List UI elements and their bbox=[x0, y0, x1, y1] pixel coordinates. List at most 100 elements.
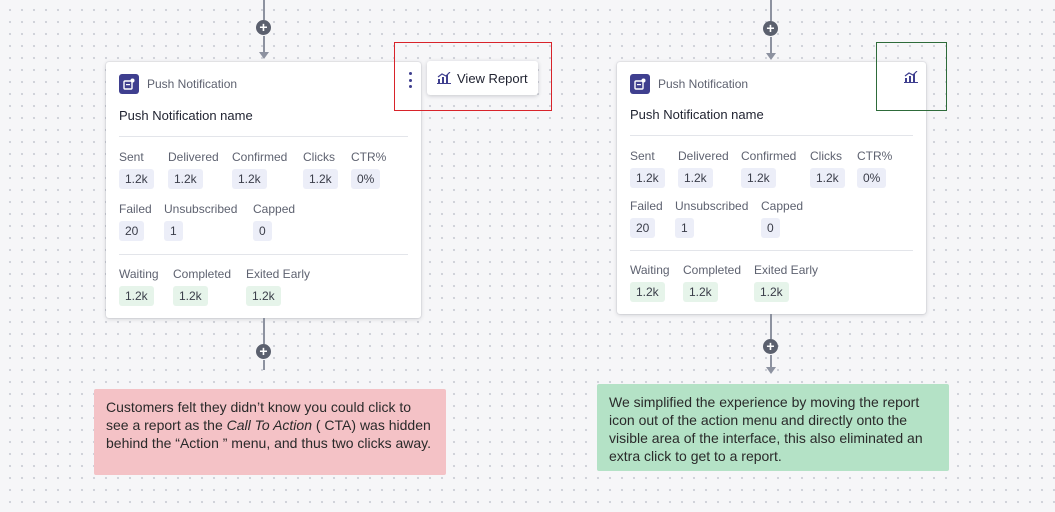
stat-waiting: Waiting 1.2k bbox=[119, 267, 159, 306]
stat-clicks: Clicks 1.2k bbox=[303, 150, 338, 189]
stat-completed: Completed 1.2k bbox=[173, 267, 231, 306]
stat-value: 1.2k bbox=[168, 169, 203, 189]
stat-label: Failed bbox=[119, 202, 152, 216]
chart-icon bbox=[437, 72, 451, 84]
solution-callout: We simplified the experience by moving t… bbox=[597, 384, 949, 471]
divider bbox=[630, 135, 913, 136]
stat-failed: Failed 20 bbox=[119, 202, 152, 241]
stat-value: 1.2k bbox=[246, 286, 281, 306]
stat-value: 1.2k bbox=[303, 169, 338, 189]
connector-line bbox=[263, 318, 265, 344]
dot bbox=[408, 78, 412, 82]
callout-text: We simplified the experience by moving t… bbox=[609, 394, 923, 464]
arrow-down-icon bbox=[766, 53, 776, 60]
stat-delivered: Delivered 1.2k bbox=[168, 150, 219, 189]
stat-label: Sent bbox=[630, 149, 655, 163]
card-type-label: Push Notification bbox=[658, 77, 749, 91]
arrow-down-icon bbox=[766, 367, 776, 374]
push-notification-card[interactable]: Push Notification Push Notification name… bbox=[106, 62, 421, 318]
stat-label: Completed bbox=[683, 263, 742, 277]
stat-value: 1.2k bbox=[630, 168, 665, 188]
add-step-button[interactable]: + bbox=[256, 20, 271, 35]
stat-capped: Capped 0 bbox=[761, 199, 803, 238]
stat-value: 1.2k bbox=[119, 286, 154, 306]
stat-value: 0 bbox=[253, 221, 272, 241]
connector-line bbox=[263, 36, 265, 52]
divider bbox=[630, 250, 913, 251]
card-header: Push Notification bbox=[119, 74, 237, 94]
stat-label: Clicks bbox=[810, 149, 842, 163]
stat-value: 0% bbox=[351, 169, 381, 189]
stat-label: Clicks bbox=[303, 150, 335, 164]
add-step-button[interactable]: + bbox=[763, 21, 778, 36]
stat-ctr: CTR% 0% bbox=[351, 150, 386, 189]
stat-label: Waiting bbox=[630, 263, 670, 277]
stat-label: CTR% bbox=[857, 149, 893, 163]
stat-value: 1.2k bbox=[754, 282, 789, 302]
report-icon-button[interactable] bbox=[904, 70, 918, 88]
problem-callout: Customers felt they didn’t know you coul… bbox=[94, 389, 446, 475]
dot bbox=[408, 85, 412, 88]
push-notification-card[interactable]: Push Notification Push Notification name… bbox=[617, 62, 926, 314]
divider bbox=[119, 254, 408, 255]
card-title: Push Notification name bbox=[630, 107, 764, 122]
stat-value: 1.2k bbox=[683, 282, 718, 302]
stat-value: 1.2k bbox=[678, 168, 713, 188]
callout-text-part: Customers felt they didn’t know you coul… bbox=[106, 399, 412, 433]
action-menu-button[interactable] bbox=[405, 70, 415, 90]
connector-line bbox=[770, 314, 772, 339]
stat-label: Confirmed bbox=[741, 149, 797, 163]
stat-label: Sent bbox=[119, 150, 144, 164]
connector-line bbox=[263, 360, 265, 370]
connector-line bbox=[263, 0, 265, 20]
add-step-button[interactable]: + bbox=[763, 339, 778, 354]
stat-exited-early: Exited Early 1.2k bbox=[246, 267, 310, 306]
stat-failed: Failed 20 bbox=[630, 199, 663, 238]
stat-label: Delivered bbox=[168, 150, 219, 164]
highlight-box-green bbox=[876, 42, 947, 111]
stat-label: Waiting bbox=[119, 267, 159, 281]
stat-ctr: CTR% 0% bbox=[857, 149, 892, 188]
stat-label: Exited Early bbox=[246, 267, 311, 281]
stat-label: Delivered bbox=[678, 149, 729, 163]
stat-sent: Sent 1.2k bbox=[630, 149, 665, 188]
view-report-button[interactable]: View Report bbox=[427, 61, 538, 95]
divider bbox=[119, 136, 408, 137]
connector-line bbox=[770, 0, 772, 21]
stat-clicks: Clicks 1.2k bbox=[810, 149, 845, 188]
stat-label: Completed bbox=[173, 267, 232, 281]
callout-italic-text: Call To Action bbox=[226, 417, 312, 433]
stat-label: Failed bbox=[630, 199, 663, 213]
highlight-box-red bbox=[394, 42, 552, 111]
card-title: Push Notification name bbox=[119, 108, 253, 123]
stat-capped: Capped 0 bbox=[253, 202, 295, 241]
card-header: Push Notification bbox=[630, 74, 748, 94]
stat-label: Confirmed bbox=[232, 150, 288, 164]
stat-value: 0 bbox=[761, 218, 780, 238]
stat-label: Capped bbox=[253, 202, 296, 216]
add-step-button[interactable]: + bbox=[256, 344, 271, 359]
stat-label: Exited Early bbox=[754, 263, 819, 277]
stat-exited-early: Exited Early 1.2k bbox=[754, 263, 818, 302]
view-report-label: View Report bbox=[457, 70, 528, 86]
connector-line bbox=[770, 37, 772, 53]
arrow-down-icon bbox=[259, 52, 269, 59]
stat-value: 1.2k bbox=[173, 286, 208, 306]
push-notification-icon bbox=[630, 74, 650, 94]
connector-line bbox=[770, 355, 772, 367]
chart-icon bbox=[904, 70, 918, 83]
stat-value: 1.2k bbox=[630, 282, 665, 302]
card-type-label: Push Notification bbox=[147, 77, 238, 91]
stat-value: 1 bbox=[164, 221, 183, 241]
stat-label: Unsubscribed bbox=[164, 202, 238, 216]
callout-text-part: ( CTA) was hidden behind the “Action ” m… bbox=[106, 417, 432, 451]
dot bbox=[408, 72, 412, 75]
stat-label: CTR% bbox=[351, 150, 387, 164]
stat-waiting: Waiting 1.2k bbox=[630, 263, 670, 302]
push-notification-icon bbox=[119, 74, 139, 94]
stat-confirmed: Confirmed 1.2k bbox=[232, 150, 287, 189]
stat-unsubscribed: Unsubscribed 1 bbox=[675, 199, 748, 238]
stat-value: 0% bbox=[857, 168, 887, 188]
stat-value: 1.2k bbox=[810, 168, 845, 188]
stat-delivered: Delivered 1.2k bbox=[678, 149, 729, 188]
